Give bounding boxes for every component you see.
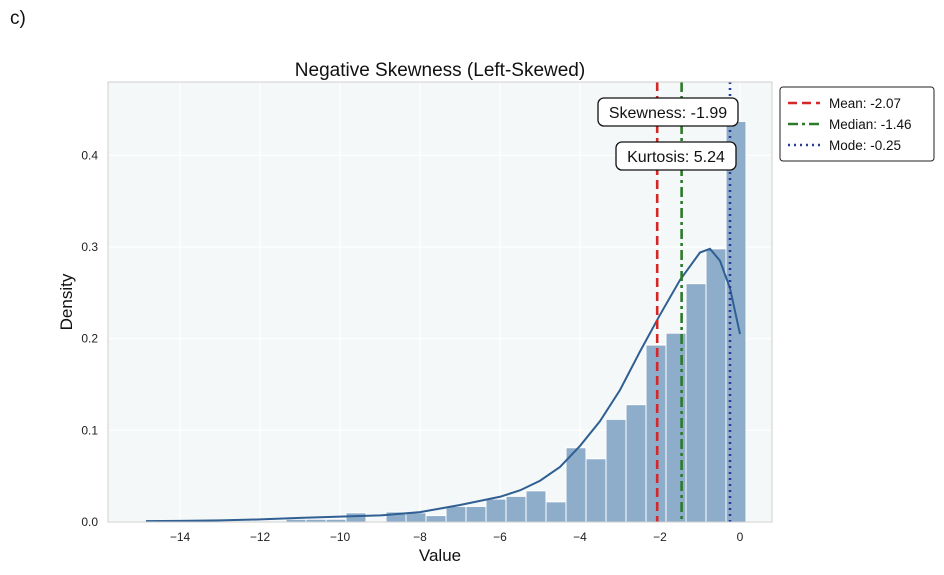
y-tick-label: 0.3 [81,240,98,254]
y-tick-label: 0.4 [81,148,98,162]
y-axis-label: Density [57,273,76,330]
histogram-bar [705,248,727,523]
x-tick-label: −6 [493,530,507,544]
histogram-bar [345,512,367,523]
kde-curve [145,247,741,523]
histogram-bar [545,501,567,523]
y-tick-label: 0.0 [81,515,98,529]
panel-label: c) [10,8,26,29]
x-tick-label: −4 [573,530,587,544]
histogram-bar [425,515,447,523]
stat-annotations: Skewness: -1.99 Kurtosis: 5.24 [597,97,739,171]
annotation-box [597,97,739,127]
x-tick-label: −14 [170,530,191,544]
histogram-bar [505,495,527,523]
skewness-annotation: Skewness: -1.99 [609,105,727,122]
histogram-bar [625,404,647,523]
x-tick-label: −2 [653,530,667,544]
legend: Mean: -2.07 Median: -1.46 Mode: -0.25 [779,86,935,162]
histogram-bar [605,418,627,523]
x-tick-label: 0 [737,530,744,544]
x-tick-label: −8 [413,530,427,544]
histogram-bar [445,505,467,523]
legend-label-mode: Mode: -0.25 [829,138,901,153]
x-axis-label: Value [419,546,461,565]
annotation-box [615,141,737,171]
histogram-bar [585,458,607,523]
histogram-bar [405,512,427,523]
histogram-bars [285,120,747,523]
legend-box [779,86,935,162]
histogram-bar [465,505,487,523]
chart-title: Negative Skewness (Left-Skewed) [295,60,585,81]
histogram-bar [685,283,707,523]
legend-label-median: Median: -1.46 [829,117,912,132]
x-axis-ticks: −14 −12 −10 −8 −6 −4 −2 0 [170,530,744,544]
x-tick-label: −12 [250,530,271,544]
kurtosis-annotation: Kurtosis: 5.24 [627,149,725,166]
histogram-bar [525,490,547,523]
y-tick-label: 0.1 [81,423,98,437]
legend-label-mean: Mean: -2.07 [829,96,901,111]
histogram-bar [485,498,507,523]
y-tick-label: 0.2 [81,332,98,346]
histogram-bar [665,332,687,523]
plot-border [107,81,773,523]
x-tick-label: −10 [330,530,351,544]
y-axis-ticks: 0.0 0.1 0.2 0.3 0.4 [81,148,98,529]
